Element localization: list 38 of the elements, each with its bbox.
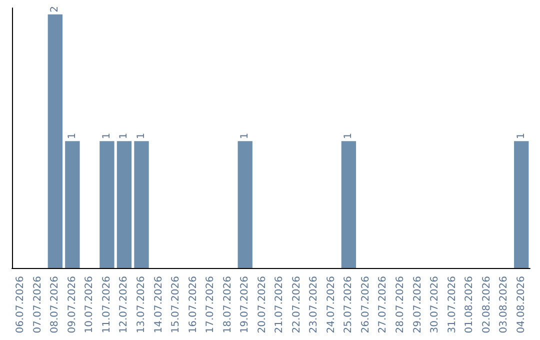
x-tick-label: 06.07.2026 [15, 276, 26, 334]
x-tick-label: 16.07.2026 [188, 276, 199, 334]
data-label: 1 [516, 132, 527, 140]
x-tick-label: 17.07.2026 [205, 276, 216, 334]
x-tick-label: 19.07.2026 [240, 276, 251, 334]
x-tick-label: 14.07.2026 [153, 276, 164, 334]
x-tick-label: 02.08.2026 [481, 276, 492, 334]
x-tick-label: 13.07.2026 [136, 276, 147, 334]
x-tick-label: 11.07.2026 [101, 276, 112, 334]
data-label: 1 [101, 132, 112, 140]
x-tick-label: 21.07.2026 [274, 276, 286, 334]
x-tick-label: 08.07.2026 [50, 276, 61, 334]
x-tick-label: 23.07.2026 [308, 276, 320, 334]
x-tick-label: 03.08.2026 [498, 276, 510, 334]
x-tick-label: 28.07.2026 [395, 276, 406, 334]
x-tick-label: 20.07.2026 [256, 276, 268, 334]
x-tick-label: 04.08.2026 [516, 276, 527, 334]
x-tick-label: 12.07.2026 [118, 276, 130, 334]
data-label: 2 [50, 6, 61, 12]
data-label: 1 [343, 132, 354, 140]
x-tick-label: 26.07.2026 [360, 276, 372, 334]
data-label: 1 [136, 132, 147, 140]
x-tick-label: 09.07.2026 [66, 276, 78, 334]
x-tick-label: 25.07.2026 [343, 276, 354, 334]
x-tick-label: 27.07.2026 [378, 276, 389, 334]
x-tick-label: 22.07.2026 [291, 276, 302, 334]
x-tick-label: 30.07.2026 [430, 276, 441, 334]
x-tick-label: 10.07.2026 [84, 276, 96, 334]
x-tick-label: 01.08.2026 [464, 276, 476, 334]
data-label: 1 [118, 132, 130, 140]
data-label: 1 [240, 132, 251, 140]
x-tick-label: 15.07.2026 [170, 276, 182, 334]
x-tick-label: 24.07.2026 [326, 276, 337, 334]
x-tick-label: 07.07.2026 [32, 276, 44, 334]
x-tick-label: 29.07.2026 [412, 276, 424, 334]
x-tick-label: 18.07.2026 [222, 276, 234, 334]
x-tick-label: 31.07.2026 [446, 276, 458, 334]
data-label: 1 [66, 132, 78, 140]
